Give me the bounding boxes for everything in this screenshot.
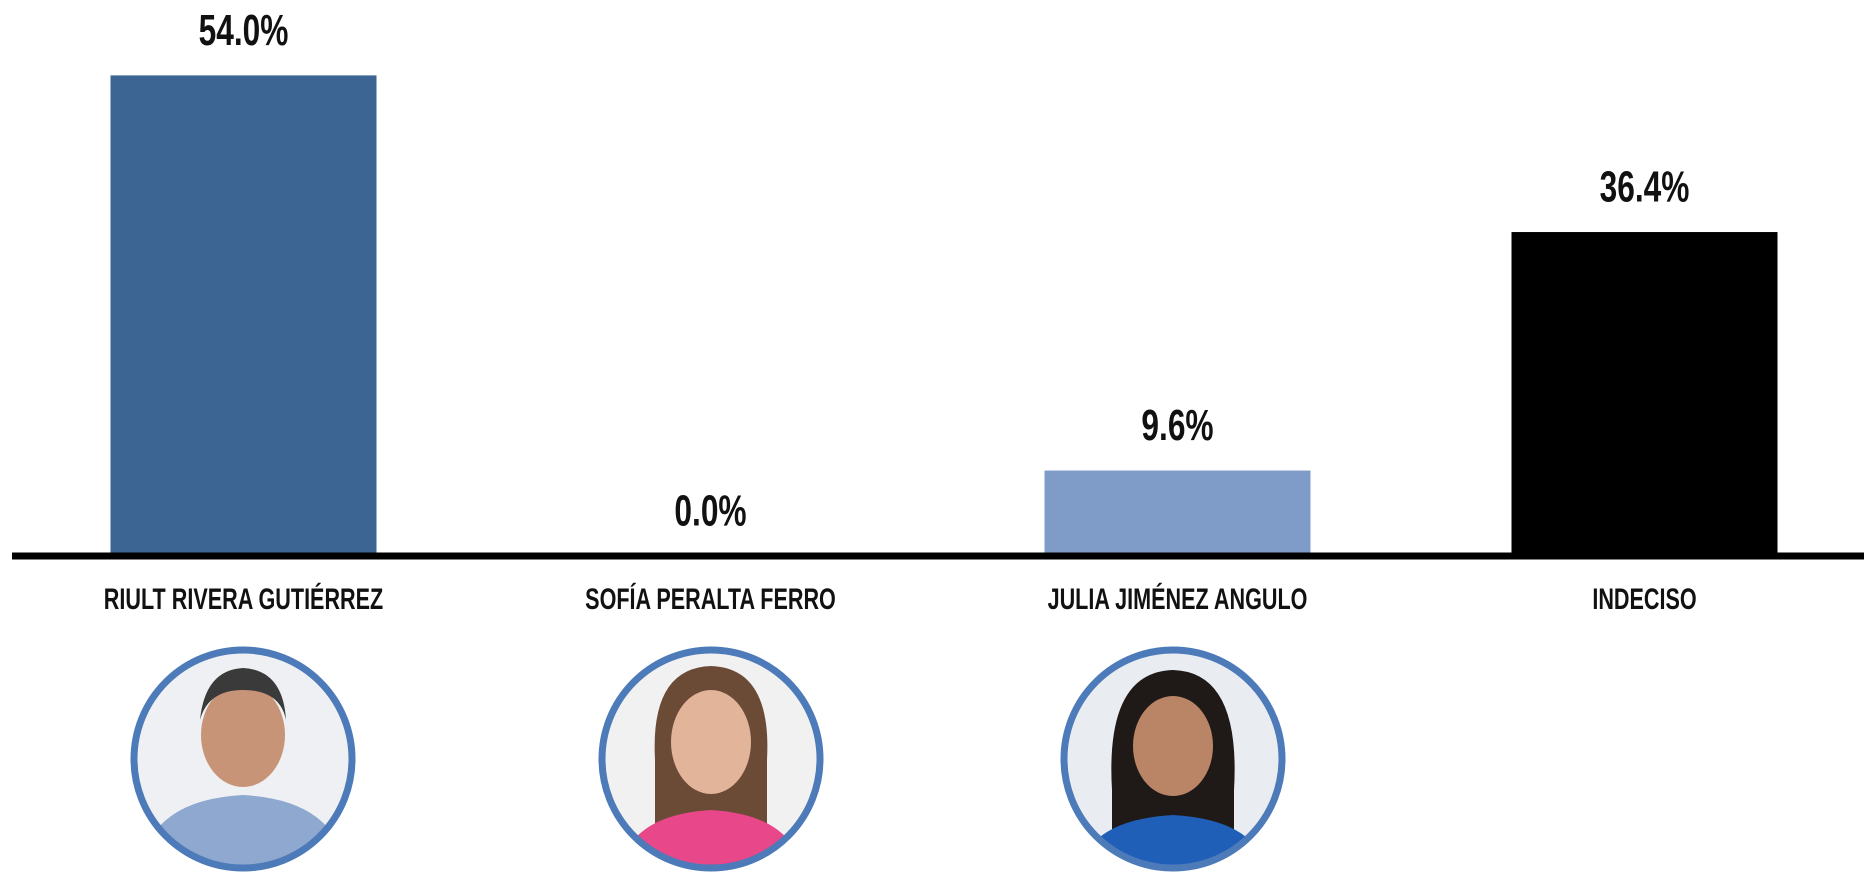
bar: [1045, 471, 1311, 556]
bar: [1512, 232, 1778, 556]
value-label: 36.4%: [1600, 163, 1690, 212]
value-label: 0.0%: [674, 487, 746, 536]
chart: 54.0% RIULT RIVERA GUTIÉRREZ 0.0% SOFÍA PER…: [0, 0, 1864, 872]
value-label: 54.0%: [199, 6, 289, 55]
bar: [111, 75, 377, 556]
category-label: RIULT RIVERA GUTIÉRREZ: [104, 581, 383, 615]
category-label: SOFÍA PERALTA FERRO: [585, 581, 836, 615]
page: {"chart_data": {"type": "bar", "categori…: [0, 0, 1864, 872]
category-label: JULIA JIMÉNEZ ANGULO: [1048, 581, 1308, 615]
value-label: 9.6%: [1141, 401, 1213, 450]
category-label: INDECISO: [1592, 581, 1696, 615]
candidate-photos: [130, 646, 1290, 872]
